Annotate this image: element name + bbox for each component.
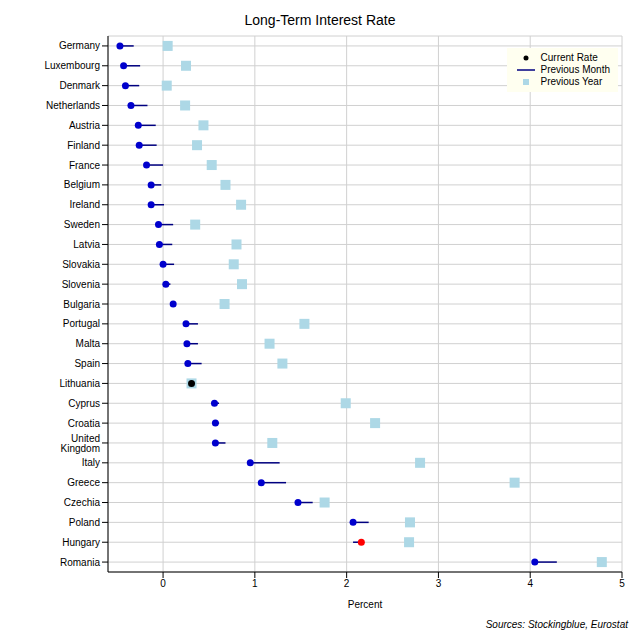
svg-text:Portugal: Portugal <box>63 318 100 329</box>
html-text:Previous Month: Previous Month <box>540 64 610 75</box>
svg-text:Latvia: Latvia <box>73 239 100 250</box>
svg-text:0: 0 <box>160 578 166 589</box>
html-text:Current Rate: Current Rate <box>540 52 598 63</box>
svg-text:UnitedKingdom: UnitedKingdom <box>61 433 100 454</box>
html-text:Sources: Stockingblue, Eurosta: Sources: Stockingblue, Eurostat <box>485 619 628 630</box>
svg-text:Romania: Romania <box>60 557 100 568</box>
svg-text:1: 1 <box>252 578 258 589</box>
svg-text:Italy: Italy <box>82 457 100 468</box>
svg-text:Sweden: Sweden <box>64 219 100 230</box>
svg-text:Ireland: Ireland <box>69 199 100 210</box>
svg-text:Denmark: Denmark <box>59 80 101 91</box>
svg-text:Hungary: Hungary <box>62 537 100 548</box>
svg-text:Spain: Spain <box>74 358 100 369</box>
svg-text:Malta: Malta <box>76 338 101 349</box>
svg-text:Poland: Poland <box>69 517 100 528</box>
svg-text:Cyprus: Cyprus <box>68 398 100 409</box>
svg-text:Croatia: Croatia <box>68 418 101 429</box>
svg-text:Finland: Finland <box>67 140 100 151</box>
svg-text:5: 5 <box>619 578 625 589</box>
svg-text:France: France <box>69 160 101 171</box>
svg-text:Slovenia: Slovenia <box>62 279 101 290</box>
svg-text:Greece: Greece <box>67 477 100 488</box>
html-text:Long-Term Interest Rate: Long-Term Interest Rate <box>244 12 396 28</box>
svg-text:Czechia: Czechia <box>64 497 101 508</box>
svg-text:Belgium: Belgium <box>64 179 100 190</box>
svg-text:Lithuania: Lithuania <box>59 378 100 389</box>
svg-text:3: 3 <box>436 578 442 589</box>
svg-text:Bulgaria: Bulgaria <box>63 299 100 310</box>
svg-text:Austria: Austria <box>69 120 101 131</box>
svg-text:Slovakia: Slovakia <box>62 259 100 270</box>
svg-text:4: 4 <box>527 578 533 589</box>
svg-text:Germany: Germany <box>59 40 100 51</box>
svg-text:Netherlands: Netherlands <box>46 100 100 111</box>
svg-text:Luxembourg: Luxembourg <box>44 60 100 71</box>
html-text:Previous Year: Previous Year <box>540 76 603 87</box>
svg-text:2: 2 <box>344 578 350 589</box>
svg-text:Percent: Percent <box>348 599 383 610</box>
